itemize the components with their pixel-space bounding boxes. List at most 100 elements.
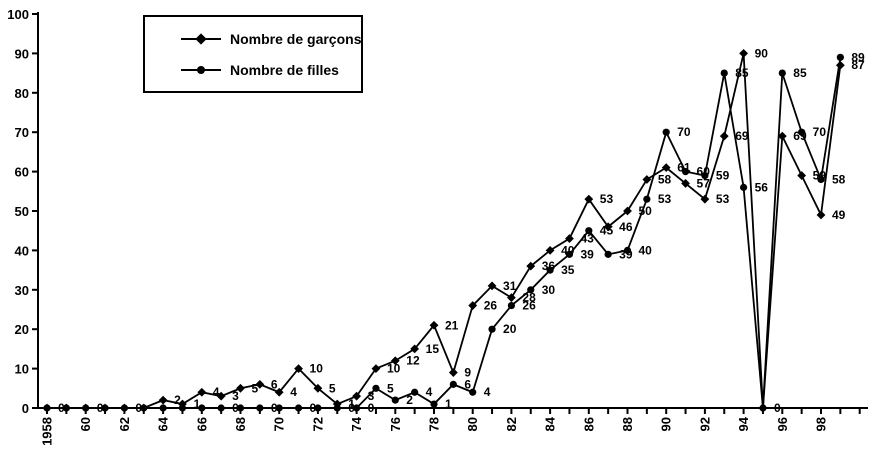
data-point-circle [798,128,806,136]
data-point-circle [43,404,51,412]
data-point-label: 58 [832,172,846,186]
data-point-label: 45 [600,224,614,238]
data-point-diamond [371,364,381,373]
data-point-label: 69 [793,129,807,143]
x-tick-label: 74 [349,416,364,431]
data-point-diamond [603,222,613,232]
data-point-label: 5 [387,381,394,395]
data-point-circle [449,380,457,388]
data-point-diamond [332,399,342,409]
data-point-diamond [236,383,245,393]
data-point-label: 36 [542,259,556,273]
data-point-circle [817,175,825,184]
data-point-label: 26 [522,299,536,313]
data-point-circle [333,404,341,412]
data-point-circle [314,404,322,412]
data-point-label: 1 [348,397,355,411]
data-point-circle [759,404,767,412]
data-point-label: 2 [406,393,413,407]
data-point-label: 56 [755,180,769,194]
data-point-diamond [216,391,226,401]
data-point-circle [585,227,593,235]
data-point-circle [120,404,128,412]
data-point-label: 3 [232,389,239,403]
data-point-label: 3 [368,389,375,403]
data-point-label: 57 [697,176,711,190]
data-point-circle [178,404,187,412]
data-point-label: 10 [387,362,401,376]
series-line-filles [47,57,842,409]
data-point-circle [546,266,554,274]
diamond-icon [195,32,207,45]
y-tick-label: 80 [15,86,29,101]
y-tick-label: 20 [15,322,29,337]
data-point-circle [256,404,264,412]
data-point-diamond [487,281,497,291]
data-point-circle [740,183,748,191]
data-point-circle [391,396,399,404]
data-point-label: 15 [426,342,440,356]
data-point-label: 0 [135,401,142,415]
data-point-diamond [816,210,826,220]
x-tick-label: 98 [814,417,829,431]
data-point-circle [82,404,90,412]
data-point-label: 53 [658,192,672,206]
data-point-circle [217,404,225,412]
data-point-label: 21 [445,318,459,332]
data-point-circle [836,53,844,61]
data-point-circle [565,250,574,258]
data-point-circle [778,69,786,77]
data-point-label: 0 [310,401,317,415]
data-point-label: 39 [619,247,633,261]
data-point-label: 9 [464,366,471,380]
series-line-garcons [47,53,842,409]
circle-icon [197,65,205,74]
data-point-label: 0 [58,401,65,415]
data-point-label: 0 [348,401,355,415]
data-point-label: 49 [832,208,846,222]
data-point-label: 70 [677,125,691,139]
data-point-circle [507,301,515,310]
data-point-diamond [468,301,478,310]
data-point-label: 31 [503,279,517,293]
data-point-label: 46 [619,220,633,234]
data-point-label: 4 [484,385,491,399]
data-point-circle [101,404,109,412]
y-tick-label: 10 [15,362,29,377]
x-tick-label: 88 [620,417,635,431]
x-tick-label: 76 [388,417,403,431]
data-point-diamond [642,175,652,184]
x-tick-label: 96 [775,417,790,431]
data-point-label: 40 [639,243,653,257]
data-point-label: 4 [426,385,433,399]
data-point-diamond [313,383,323,393]
data-point-circle [140,404,148,412]
data-point-circle [681,168,690,176]
y-tick-label: 30 [15,283,29,298]
data-point-label: 30 [542,283,556,297]
data-point-circle [623,246,632,254]
data-point-label: 26 [484,299,498,313]
data-point-label: 0 [232,401,239,415]
x-tick-label: 60 [78,417,93,431]
x-tick-label: 66 [194,417,209,431]
y-tick-label: 90 [15,46,29,61]
x-tick-label: 68 [233,417,248,431]
data-point-circle [488,325,496,333]
data-point-diamond [197,387,207,397]
data-point-circle [643,195,651,203]
legend-label-filles: Nombre de filles [230,61,339,78]
data-point-label: 4 [213,385,220,399]
data-point-label: 0 [368,401,375,415]
data-point-label: 5 [329,381,336,395]
data-point-circle [527,286,535,294]
data-point-label: 2 [174,393,181,407]
data-point-label: 4 [290,385,297,399]
data-point-label: 90 [755,46,769,60]
x-tick-label: 80 [465,417,480,431]
data-point-circle [275,404,283,412]
data-point-diamond [448,368,458,377]
data-point-circle [159,404,167,412]
x-tick-label: 64 [156,416,171,431]
data-point-diamond [158,395,168,405]
